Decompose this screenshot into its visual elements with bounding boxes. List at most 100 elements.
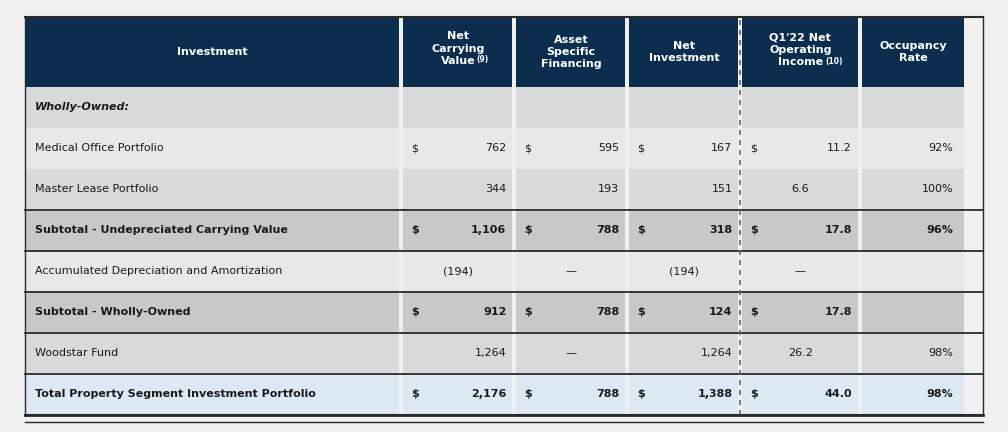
Bar [743, 169, 858, 210]
Bar [629, 17, 739, 87]
Text: 44.0: 44.0 [825, 389, 852, 399]
Bar [403, 169, 512, 210]
Text: $: $ [751, 225, 758, 235]
Text: 92%: 92% [928, 143, 954, 153]
Text: (9): (9) [477, 55, 489, 64]
Text: 1,106: 1,106 [471, 225, 506, 235]
Bar [403, 292, 512, 333]
Text: 788: 788 [596, 389, 619, 399]
Text: 318: 318 [710, 225, 733, 235]
Bar [25, 292, 399, 333]
Bar [516, 374, 625, 415]
Bar [743, 251, 858, 292]
Text: $: $ [751, 389, 758, 399]
Bar [403, 210, 512, 251]
Text: 6.6: 6.6 [791, 184, 809, 194]
Bar [862, 333, 964, 374]
Bar [516, 17, 625, 87]
Bar [629, 292, 739, 333]
Text: 17.8: 17.8 [825, 307, 852, 317]
Bar [862, 251, 964, 292]
Bar [743, 87, 858, 128]
Bar [403, 333, 512, 374]
Bar [862, 210, 964, 251]
Bar [25, 128, 399, 169]
Bar [743, 292, 858, 333]
Text: 2,176: 2,176 [471, 389, 506, 399]
Bar [516, 169, 625, 210]
Text: $: $ [637, 307, 645, 317]
Bar [862, 128, 964, 169]
Text: Subtotal - Undepreciated Carrying Value: Subtotal - Undepreciated Carrying Value [35, 225, 288, 235]
Bar [629, 251, 739, 292]
Bar [516, 210, 625, 251]
Text: 193: 193 [598, 184, 619, 194]
Bar [743, 128, 858, 169]
Text: $: $ [524, 389, 532, 399]
Text: $: $ [524, 307, 532, 317]
Text: 167: 167 [712, 143, 733, 153]
Text: 1,264: 1,264 [701, 348, 733, 358]
Bar [403, 128, 512, 169]
Bar [743, 17, 858, 87]
Text: Q1'22 Net
Operating
Income: Q1'22 Net Operating Income [769, 32, 832, 67]
Text: 26.2: 26.2 [788, 348, 812, 358]
Text: 788: 788 [596, 307, 619, 317]
Bar [516, 87, 625, 128]
Bar [25, 87, 399, 128]
Bar [743, 333, 858, 374]
Text: 344: 344 [485, 184, 506, 194]
Text: $: $ [637, 225, 645, 235]
Text: 788: 788 [596, 225, 619, 235]
Bar [25, 333, 399, 374]
Bar [743, 210, 858, 251]
Text: 124: 124 [709, 307, 733, 317]
Bar [25, 210, 399, 251]
Bar [516, 292, 625, 333]
Bar [403, 251, 512, 292]
Text: 17.8: 17.8 [825, 225, 852, 235]
Text: 100%: 100% [922, 184, 954, 194]
Bar [403, 87, 512, 128]
Text: Total Property Segment Investment Portfolio: Total Property Segment Investment Portfo… [35, 389, 317, 399]
Bar [629, 374, 739, 415]
Text: 912: 912 [483, 307, 506, 317]
Text: 151: 151 [712, 184, 733, 194]
Text: $: $ [411, 307, 419, 317]
Text: Net
Investment: Net Investment [648, 41, 720, 63]
Text: Asset
Specific
Financing: Asset Specific Financing [540, 35, 601, 70]
Text: Wholly-Owned:: Wholly-Owned: [35, 102, 130, 112]
Bar [403, 17, 512, 87]
Text: $: $ [637, 143, 644, 153]
Text: $: $ [524, 143, 531, 153]
Text: (194): (194) [443, 266, 473, 276]
Text: $: $ [411, 143, 418, 153]
Text: 98%: 98% [926, 389, 954, 399]
Bar [629, 169, 739, 210]
Text: $: $ [637, 389, 645, 399]
Bar [25, 17, 399, 87]
Text: 595: 595 [598, 143, 619, 153]
Text: 1,388: 1,388 [698, 389, 733, 399]
Bar [629, 87, 739, 128]
Bar [403, 374, 512, 415]
Text: $: $ [751, 143, 757, 153]
Bar [516, 128, 625, 169]
Text: $: $ [411, 389, 419, 399]
Bar [516, 251, 625, 292]
Bar [862, 87, 964, 128]
Text: 762: 762 [485, 143, 506, 153]
Bar [743, 374, 858, 415]
Text: —: — [794, 266, 805, 276]
Text: 11.2: 11.2 [828, 143, 852, 153]
Text: Medical Office Portfolio: Medical Office Portfolio [35, 143, 164, 153]
Text: Occupancy
Rate: Occupancy Rate [879, 41, 947, 63]
Bar [862, 374, 964, 415]
Text: 98%: 98% [928, 348, 954, 358]
Bar [25, 251, 399, 292]
Text: $: $ [411, 225, 419, 235]
Bar [25, 374, 399, 415]
Bar [629, 333, 739, 374]
Text: (194): (194) [669, 266, 699, 276]
Text: Master Lease Portfolio: Master Lease Portfolio [35, 184, 158, 194]
